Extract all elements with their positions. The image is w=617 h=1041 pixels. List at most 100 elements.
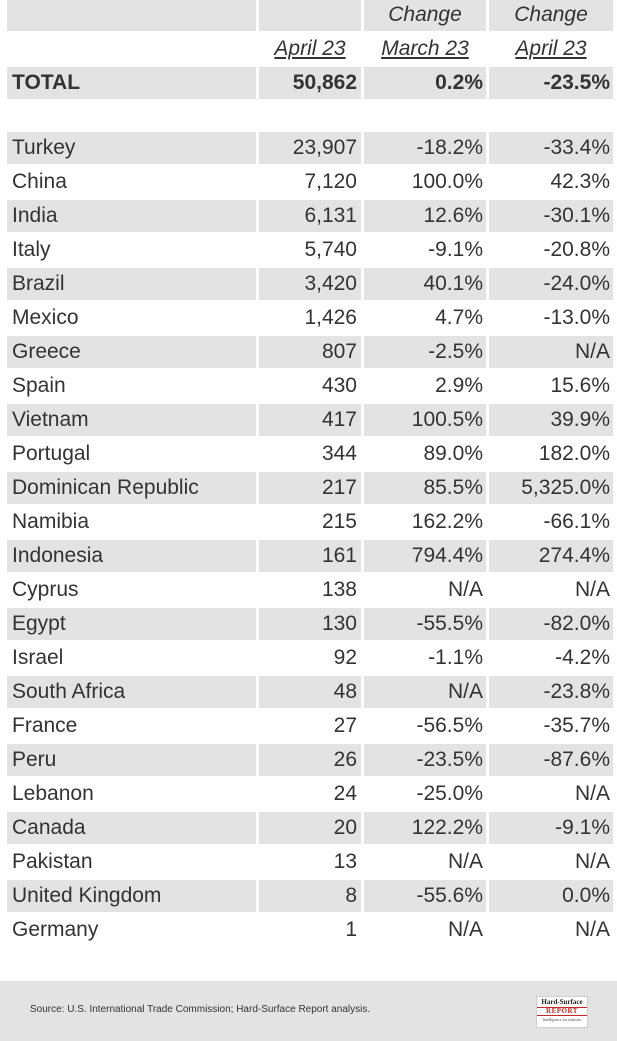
- country-cell: United Kingdom: [7, 880, 256, 912]
- change-march-cell: 4.7%: [435, 306, 483, 329]
- value-cell: 161: [259, 540, 361, 572]
- table-row: Portugal 344 89.0% 182.0%: [0, 438, 617, 470]
- table-row: Indonesia 161 794.4% 274.4%: [0, 540, 617, 572]
- total-value: 50,862: [259, 67, 361, 99]
- value-cell: 7,120: [304, 170, 357, 193]
- change-april-cell: -13.0%: [543, 306, 610, 329]
- country-cell: Egypt: [7, 608, 256, 640]
- value-cell: 217: [259, 472, 361, 504]
- change-march-cell: -2.5%: [364, 336, 486, 368]
- header-value-top: [259, 0, 361, 31]
- logo-line-1: Hard-Surface: [541, 998, 583, 1006]
- change-april-cell: N/A: [574, 918, 610, 941]
- change-march-cell: -9.1%: [428, 238, 483, 261]
- change-april-cell: N/A: [489, 336, 613, 368]
- table-row: India 6,131 12.6% -30.1%: [0, 200, 617, 232]
- value-cell: 130: [259, 608, 361, 640]
- change-april-cell: 42.3%: [550, 170, 610, 193]
- hard-surface-report-logo: Hard-Surface REPORT Intelligence for ind…: [536, 996, 588, 1028]
- country-cell: Vietnam: [7, 404, 256, 436]
- country-cell: Pakistan: [12, 850, 93, 873]
- change-april-cell: 15.6%: [550, 374, 610, 397]
- change-march-cell: 12.6%: [364, 200, 486, 232]
- table-row: Turkey 23,907 -18.2% -33.4%: [0, 132, 617, 164]
- change-march-cell: 122.2%: [364, 812, 486, 844]
- value-cell: 6,131: [259, 200, 361, 232]
- change-april-cell: 182.0%: [538, 442, 610, 465]
- country-cell: Cyprus: [12, 578, 79, 601]
- value-cell: 13: [333, 850, 357, 873]
- table-row: South Africa 48 N/A -23.8%: [0, 676, 617, 708]
- change-march-cell: N/A: [447, 850, 483, 873]
- change-march-cell: 100.5%: [364, 404, 486, 436]
- change-april-cell: -23.8%: [489, 676, 613, 708]
- country-cell: France: [12, 714, 78, 737]
- change-march-cell: 100.0%: [411, 170, 483, 193]
- change-march-cell: -25.0%: [416, 782, 483, 805]
- table-row: Peru 26 -23.5% -87.6%: [0, 744, 617, 776]
- header-change-march-column: March 23: [381, 37, 469, 60]
- header-value-column: April 23: [274, 37, 346, 60]
- change-april-cell: -24.0%: [489, 268, 613, 300]
- logo-line-2: REPORT: [537, 1007, 587, 1016]
- table-row: Italy 5,740 -9.1% -20.8%: [0, 234, 617, 266]
- table-row: Pakistan 13 N/A N/A: [0, 846, 617, 878]
- change-april-cell: 0.0%: [489, 880, 613, 912]
- change-march-cell: 162.2%: [411, 510, 483, 533]
- change-march-cell: N/A: [447, 918, 483, 941]
- table-row: Brazil 3,420 40.1% -24.0%: [0, 268, 617, 300]
- table-row: Israel 92 -1.1% -4.2%: [0, 642, 617, 674]
- country-cell: Spain: [12, 374, 66, 397]
- change-april-cell: 39.9%: [489, 404, 613, 436]
- value-cell: 344: [321, 442, 357, 465]
- value-cell: 20: [259, 812, 361, 844]
- value-cell: 1: [345, 918, 357, 941]
- change-april-cell: -30.1%: [489, 200, 613, 232]
- table-row: Spain 430 2.9% 15.6%: [0, 370, 617, 402]
- country-cell: South Africa: [7, 676, 256, 708]
- table-row: France 27 -56.5% -35.7%: [0, 710, 617, 742]
- change-april-cell: -4.2%: [555, 646, 610, 669]
- value-cell: 215: [321, 510, 357, 533]
- change-april-cell: N/A: [574, 850, 610, 873]
- change-march-cell: -56.5%: [416, 714, 483, 737]
- source-note: Source: U.S. International Trade Commiss…: [30, 1004, 371, 1015]
- country-cell: Peru: [7, 744, 256, 776]
- value-cell: 430: [321, 374, 357, 397]
- country-cell: Turkey: [7, 132, 256, 164]
- value-cell: 138: [321, 578, 357, 601]
- change-march-cell: 794.4%: [364, 540, 486, 572]
- value-cell: 48: [259, 676, 361, 708]
- value-cell: 27: [333, 714, 357, 737]
- country-cell: Italy: [12, 238, 51, 261]
- change-april-cell: 5,325.0%: [489, 472, 613, 504]
- change-april-cell: N/A: [574, 782, 610, 805]
- country-cell: India: [7, 200, 256, 232]
- change-april-cell: N/A: [574, 578, 610, 601]
- change-march-cell: -55.5%: [364, 608, 486, 640]
- change-march-cell: 89.0%: [423, 442, 483, 465]
- total-row: TOTAL 50,862 0.2% -23.5%: [0, 67, 617, 99]
- country-cell: Dominican Republic: [7, 472, 256, 504]
- country-cell: Namibia: [12, 510, 90, 533]
- change-march-cell: N/A: [447, 578, 483, 601]
- table-row: Vietnam 417 100.5% 39.9%: [0, 404, 617, 436]
- header-change-april-column: April 23: [515, 37, 587, 60]
- total-change-march: 0.2%: [364, 67, 486, 99]
- change-april-cell: -82.0%: [489, 608, 613, 640]
- value-cell: 807: [259, 336, 361, 368]
- change-march-cell: -23.5%: [364, 744, 486, 776]
- value-cell: 23,907: [259, 132, 361, 164]
- change-april-cell: -35.7%: [543, 714, 610, 737]
- total-change-april: -23.5%: [489, 67, 613, 99]
- header-blank-cell: [7, 33, 256, 65]
- total-label: TOTAL: [7, 67, 256, 99]
- value-cell: 3,420: [259, 268, 361, 300]
- value-cell: 92: [333, 646, 357, 669]
- country-cell: Germany: [12, 918, 99, 941]
- country-cell: Lebanon: [12, 782, 94, 805]
- logo-line-3: Intelligence for industry: [542, 1017, 582, 1022]
- country-cell: Canada: [7, 812, 256, 844]
- change-april-cell: -33.4%: [489, 132, 613, 164]
- change-april-cell: 274.4%: [489, 540, 613, 572]
